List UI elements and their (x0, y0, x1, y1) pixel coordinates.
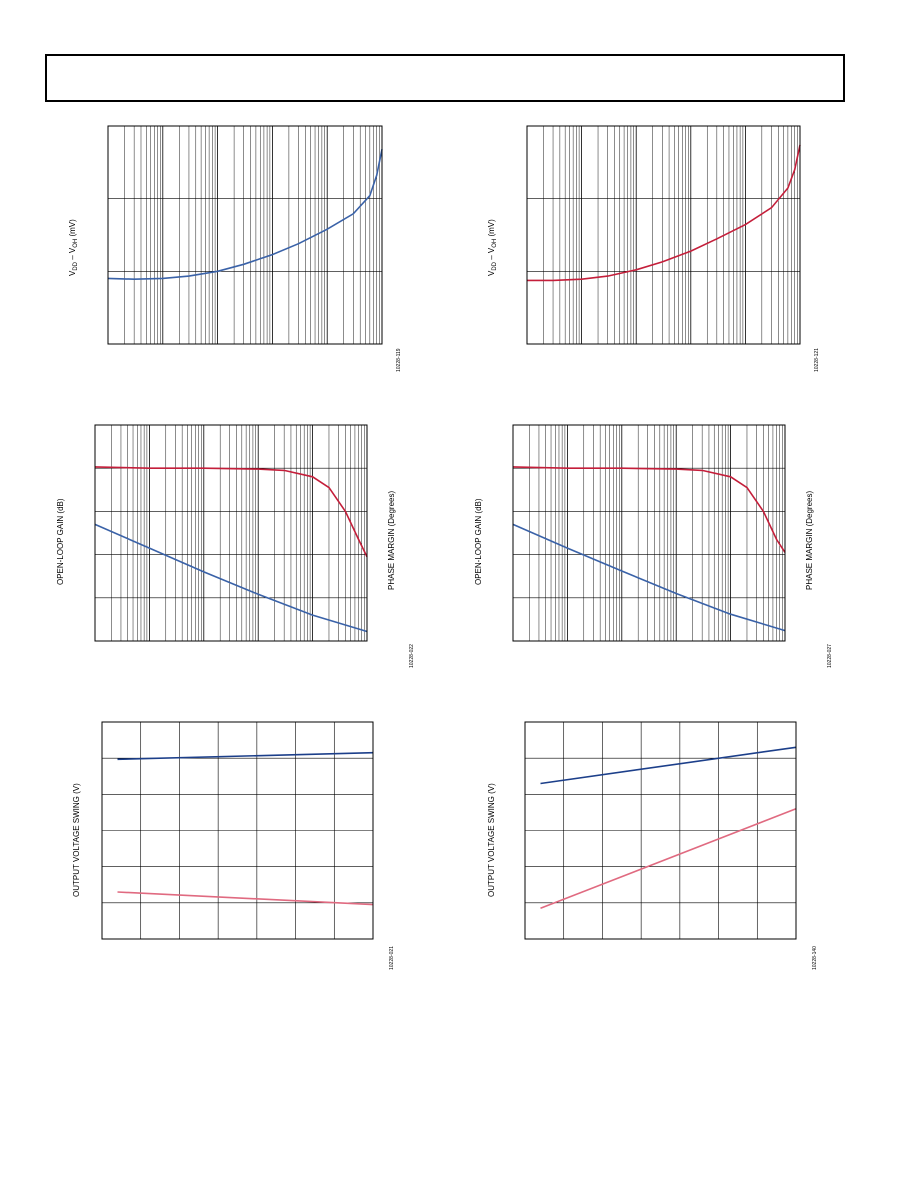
figure-id-c5: 10228-021 (389, 946, 395, 970)
ylabel-part: (mV) (68, 219, 77, 239)
grid (524, 721, 797, 940)
plot-frame (526, 125, 801, 345)
chart-vdd-voh-left (107, 125, 383, 345)
series-line-1 (512, 466, 786, 553)
figure-id-c1: 10228-119 (396, 348, 402, 372)
plot-frame (107, 125, 383, 345)
ylabel-sub: OH (73, 238, 79, 248)
chart-output-voltage-swing-left (101, 721, 374, 940)
y2label-c4: PHASE MARGIN (Degrees) (805, 490, 814, 590)
ylabel-sub: DD (73, 261, 79, 271)
figure-id-c6: 10228-140 (812, 946, 818, 970)
ylabel-part: – V (68, 247, 77, 262)
series-line-2 (94, 523, 368, 633)
plot-frame (101, 721, 374, 940)
ylabel-sub: OH (492, 238, 498, 248)
figure-id-c3: 10228-022 (409, 644, 415, 668)
ylabel-part: V (487, 270, 496, 276)
ylabel-c6: OUTPUT VOLTAGE SWING (V) (487, 783, 496, 897)
plot-frame (524, 721, 797, 940)
grid (107, 125, 382, 345)
chart-output-voltage-swing-right (524, 721, 797, 940)
series-line-2 (540, 808, 797, 910)
ylabel-part: V (68, 270, 77, 276)
ylabel-c3: OPEN-LOOP GAIN (dB) (56, 498, 65, 585)
ylabel-part: (mV) (487, 219, 496, 239)
plot-frame (94, 424, 368, 642)
figure-id-c2: 10228-121 (814, 348, 820, 372)
series-line-1 (527, 144, 801, 282)
chart-vdd-voh-right (526, 125, 801, 345)
series-line-1 (117, 751, 374, 761)
plot-frame (512, 424, 786, 642)
ylabel-c1: VDD – VOH (mV) (68, 219, 79, 276)
chart-open-loop-gain-right (512, 424, 786, 642)
figure-id-c4: 10228-027 (827, 644, 833, 668)
series-line-1 (540, 746, 797, 785)
ylabel-c2: VDD – VOH (mV) (487, 219, 498, 276)
series-line-1 (94, 466, 368, 558)
series-line-1 (107, 149, 383, 281)
grid (94, 424, 367, 642)
grid (512, 424, 785, 642)
chart-open-loop-gain-left (94, 424, 368, 642)
grid (526, 125, 800, 345)
series-line-2 (117, 891, 374, 906)
ylabel-sub: DD (492, 261, 498, 271)
ylabel-c5: OUTPUT VOLTAGE SWING (V) (72, 783, 81, 897)
ylabel-part: – V (487, 247, 496, 262)
header-box (45, 54, 845, 102)
ylabel-c4: OPEN-LOOP GAIN (dB) (474, 498, 483, 585)
y2label-c3: PHASE MARGIN (Degrees) (387, 490, 396, 590)
series-line-2 (512, 523, 786, 632)
